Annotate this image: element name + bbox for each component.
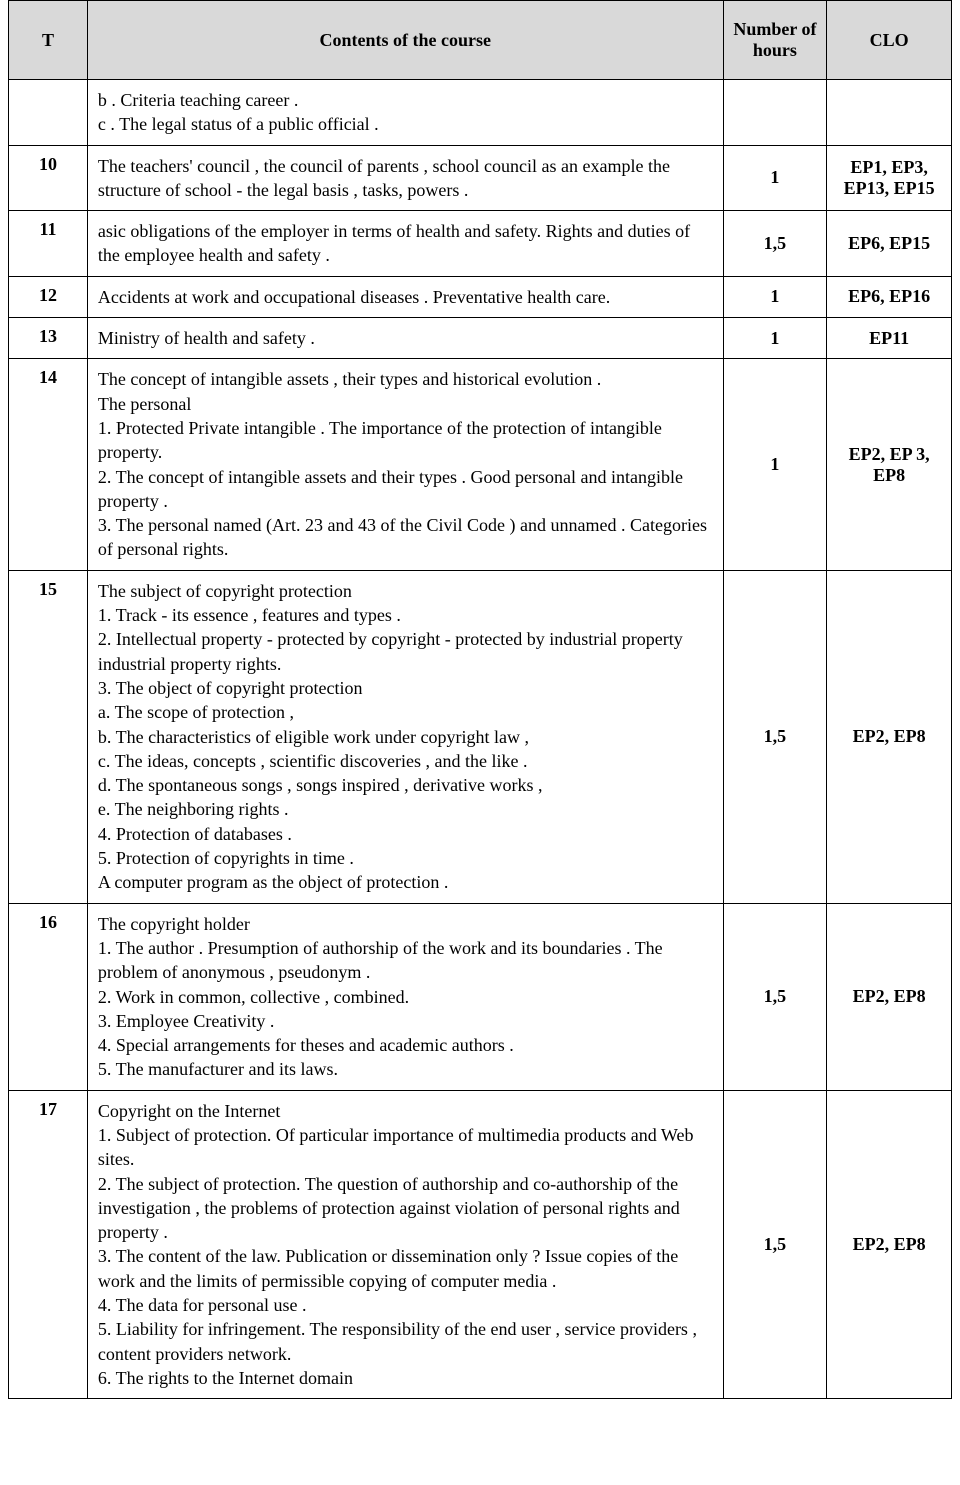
cell-hours: 1: [723, 359, 827, 570]
table-row: 16The copyright holder1. The author . Pr…: [9, 903, 952, 1090]
cell-clo: EP6, EP16: [827, 276, 952, 317]
table-header-row: T Contents of the course Number of hours…: [9, 1, 952, 80]
cell-hours: 1,5: [723, 211, 827, 277]
cell-content: The subject of copyright protection1. Tr…: [87, 570, 723, 903]
table-body: b . Criteria teaching career .c . The le…: [9, 80, 952, 1399]
table-row: 10The teachers' council , the council of…: [9, 145, 952, 211]
cell-t: 15: [9, 570, 88, 903]
cell-t: 10: [9, 145, 88, 211]
cell-t: 12: [9, 276, 88, 317]
cell-t: 11: [9, 211, 88, 277]
cell-content: Copyright on the Internet1. Subject of p…: [87, 1090, 723, 1399]
cell-clo: EP2, EP8: [827, 1090, 952, 1399]
cell-clo: EP1, EP3, EP13, EP15: [827, 145, 952, 211]
cell-t: 13: [9, 318, 88, 359]
cell-hours: 1: [723, 318, 827, 359]
cell-clo: [827, 80, 952, 146]
cell-clo: EP2, EP8: [827, 903, 952, 1090]
cell-t: [9, 80, 88, 146]
cell-hours: 1: [723, 145, 827, 211]
table-row: 11asic obligations of the employer in te…: [9, 211, 952, 277]
cell-content: The concept of intangible assets , their…: [87, 359, 723, 570]
cell-hours: [723, 80, 827, 146]
cell-hours: 1,5: [723, 1090, 827, 1399]
cell-clo: EP2, EP 3, EP8: [827, 359, 952, 570]
header-t: T: [9, 1, 88, 80]
cell-content: Ministry of health and safety .: [87, 318, 723, 359]
header-hours: Number of hours: [723, 1, 827, 80]
cell-content: Accidents at work and occupational disea…: [87, 276, 723, 317]
table-row: 14The concept of intangible assets , the…: [9, 359, 952, 570]
cell-clo: EP11: [827, 318, 952, 359]
cell-clo: EP2, EP8: [827, 570, 952, 903]
table-row: 17Copyright on the Internet1. Subject of…: [9, 1090, 952, 1399]
cell-content: The copyright holder1. The author . Pres…: [87, 903, 723, 1090]
table-row: b . Criteria teaching career .c . The le…: [9, 80, 952, 146]
cell-t: 17: [9, 1090, 88, 1399]
cell-hours: 1,5: [723, 903, 827, 1090]
cell-hours: 1,5: [723, 570, 827, 903]
cell-content: asic obligations of the employer in term…: [87, 211, 723, 277]
cell-content: b . Criteria teaching career .c . The le…: [87, 80, 723, 146]
cell-t: 16: [9, 903, 88, 1090]
header-clo: CLO: [827, 1, 952, 80]
table-row: 12Accidents at work and occupational dis…: [9, 276, 952, 317]
course-table: T Contents of the course Number of hours…: [8, 0, 952, 1399]
cell-content: The teachers' council , the council of p…: [87, 145, 723, 211]
cell-clo: EP6, EP15: [827, 211, 952, 277]
table-row: 15The subject of copyright protection1. …: [9, 570, 952, 903]
cell-t: 14: [9, 359, 88, 570]
table-row: 13Ministry of health and safety .1EP11: [9, 318, 952, 359]
header-contents: Contents of the course: [87, 1, 723, 80]
cell-hours: 1: [723, 276, 827, 317]
